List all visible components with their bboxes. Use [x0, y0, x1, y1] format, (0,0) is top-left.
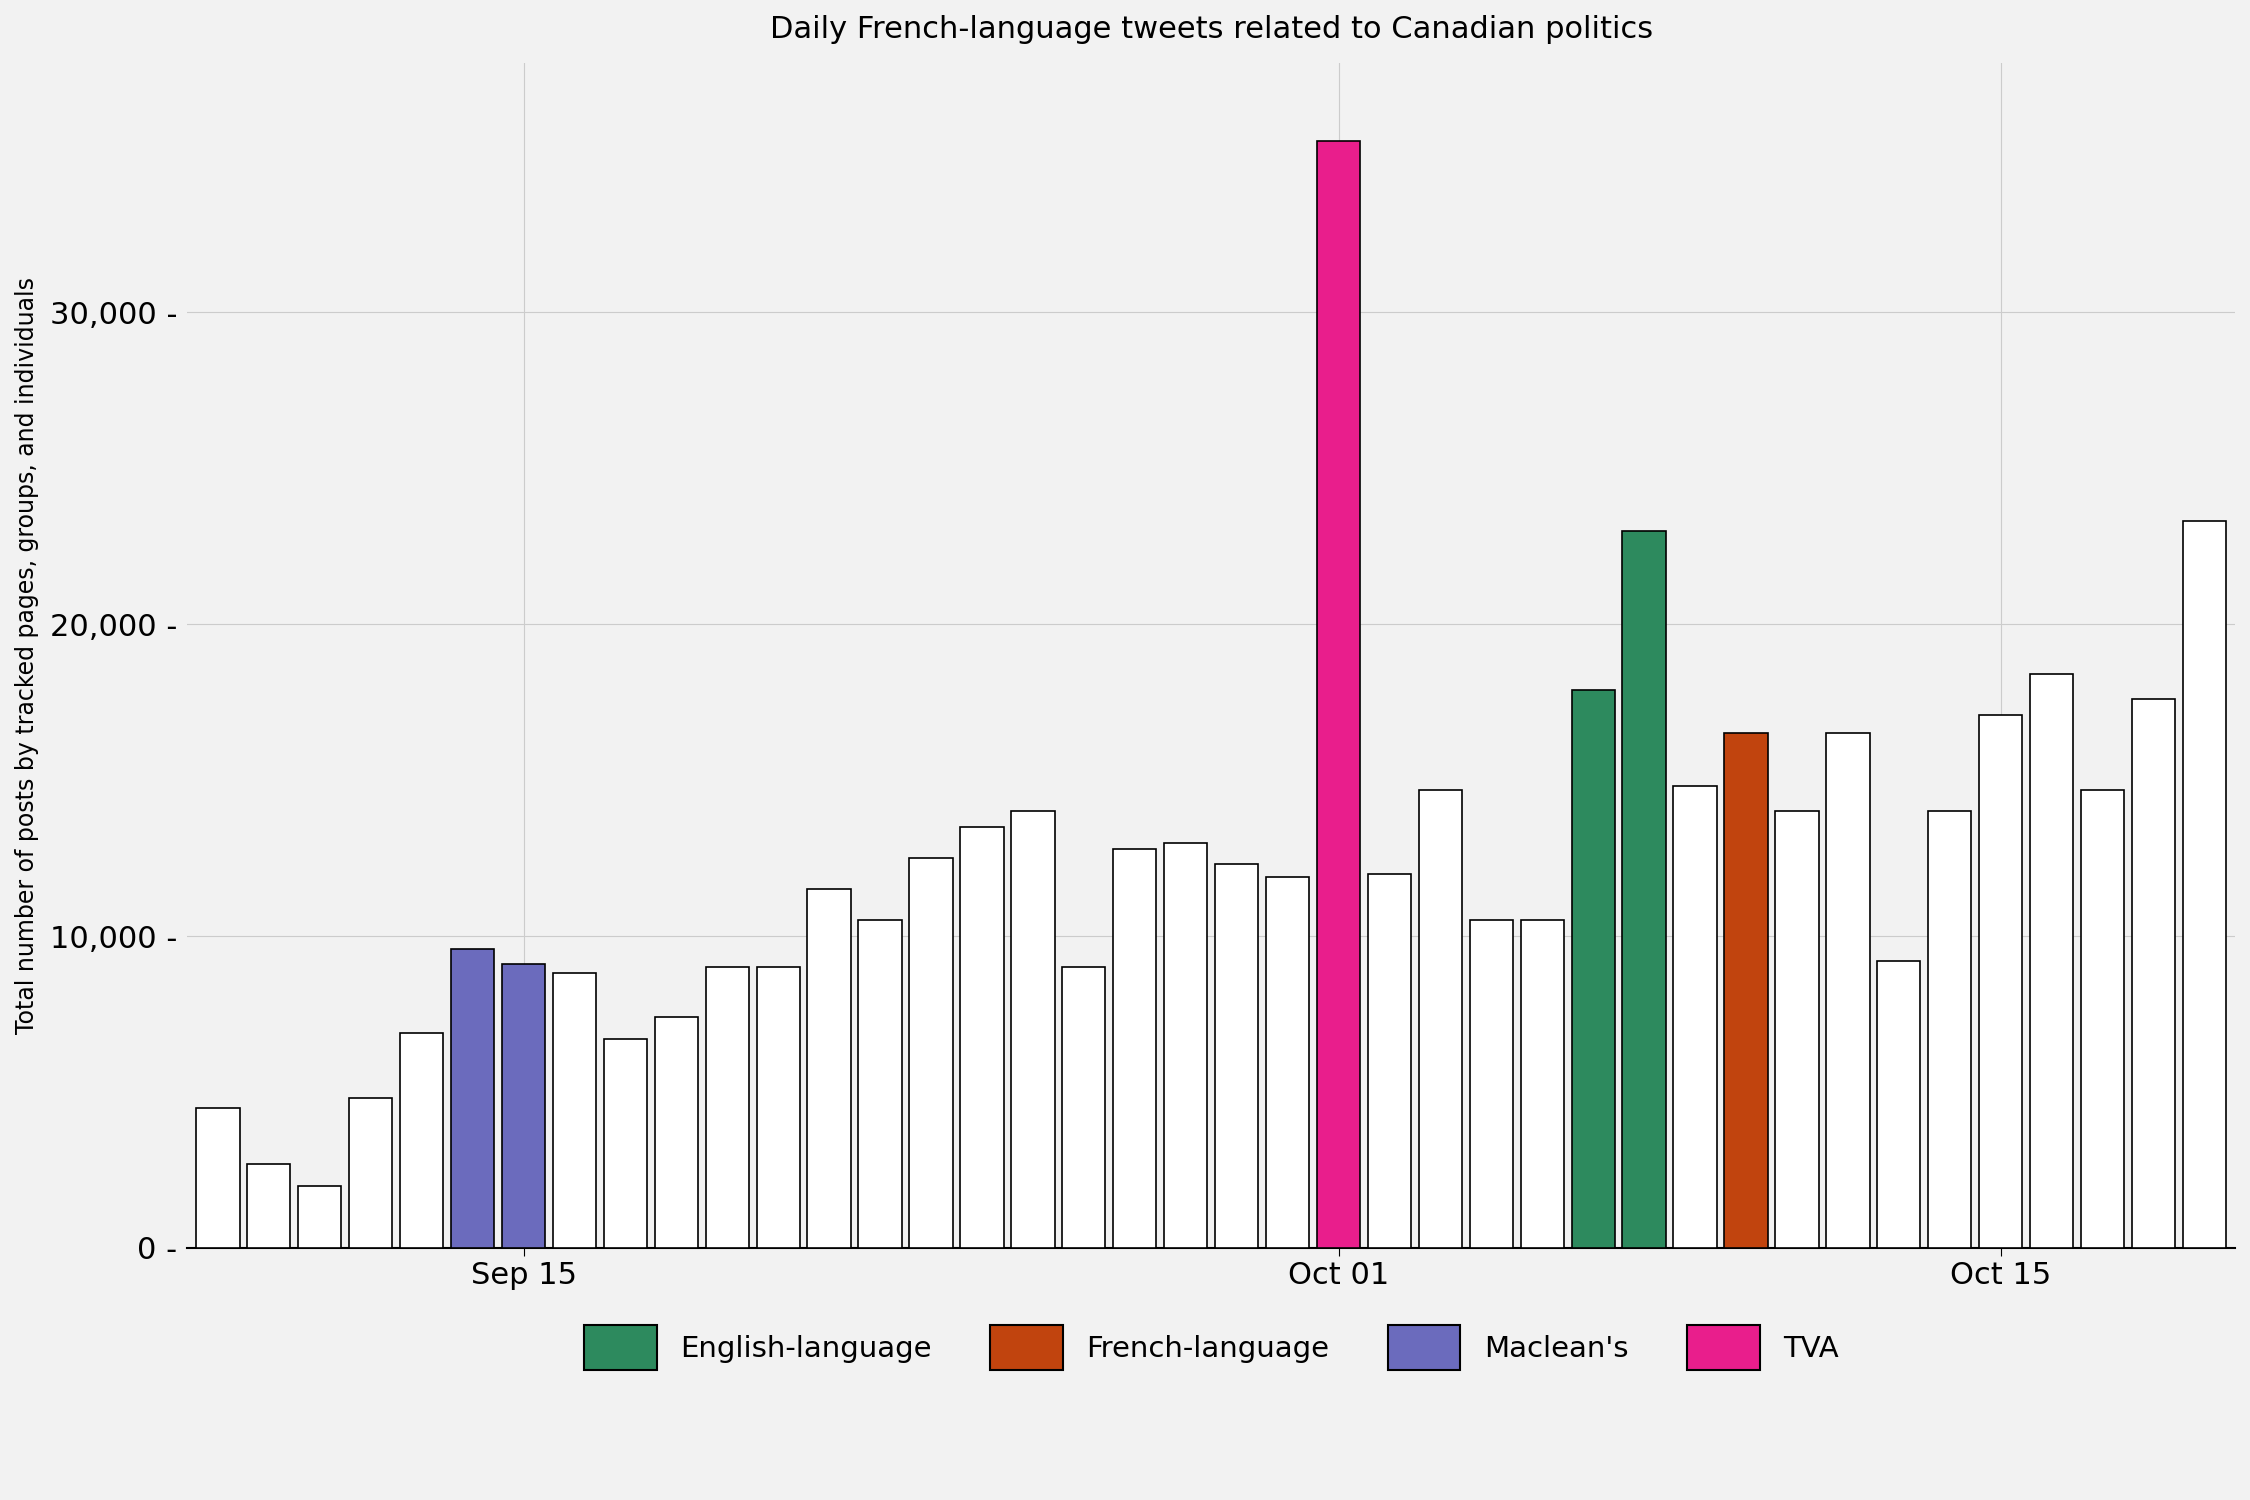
Bar: [860, 921, 902, 1248]
Bar: [808, 890, 850, 1248]
Bar: [909, 858, 952, 1248]
Title: Daily French-language tweets related to Canadian politics: Daily French-language tweets related to …: [770, 15, 1654, 44]
Bar: [1469, 921, 1512, 1248]
Bar: [1775, 812, 1818, 1248]
Bar: [1267, 878, 1309, 1248]
Bar: [1114, 849, 1156, 1248]
Bar: [196, 1107, 238, 1248]
Bar: [1010, 812, 1055, 1248]
Bar: [603, 1040, 648, 1248]
Bar: [450, 948, 495, 1248]
Bar: [1622, 531, 1665, 1248]
Bar: [1724, 734, 1768, 1248]
Bar: [1316, 141, 1361, 1248]
Bar: [1570, 690, 1616, 1248]
Y-axis label: Total number of posts by tracked pages, groups, and individuals: Total number of posts by tracked pages, …: [16, 278, 38, 1034]
Bar: [2131, 699, 2176, 1248]
Bar: [756, 968, 799, 1248]
Bar: [297, 1185, 342, 1248]
Bar: [349, 1098, 392, 1248]
Bar: [400, 1032, 443, 1248]
Bar: [1420, 789, 1462, 1248]
Bar: [248, 1164, 290, 1248]
Bar: [2081, 789, 2124, 1248]
Bar: [1215, 864, 1258, 1248]
Bar: [706, 968, 749, 1248]
Bar: [1368, 873, 1411, 1248]
Bar: [1928, 812, 1971, 1248]
Bar: [502, 964, 544, 1248]
Bar: [961, 827, 1004, 1248]
Legend: English-language, French-language, Maclean's, TVA: English-language, French-language, Macle…: [556, 1296, 1868, 1400]
Bar: [1980, 714, 2023, 1248]
Bar: [1521, 921, 1564, 1248]
Bar: [1876, 962, 1922, 1248]
Bar: [655, 1017, 698, 1248]
Bar: [2182, 522, 2225, 1248]
Bar: [554, 974, 596, 1248]
Bar: [1674, 786, 1717, 1248]
Bar: [1062, 968, 1105, 1248]
Bar: [1163, 843, 1208, 1248]
Bar: [1827, 734, 1870, 1248]
Bar: [2030, 674, 2072, 1248]
